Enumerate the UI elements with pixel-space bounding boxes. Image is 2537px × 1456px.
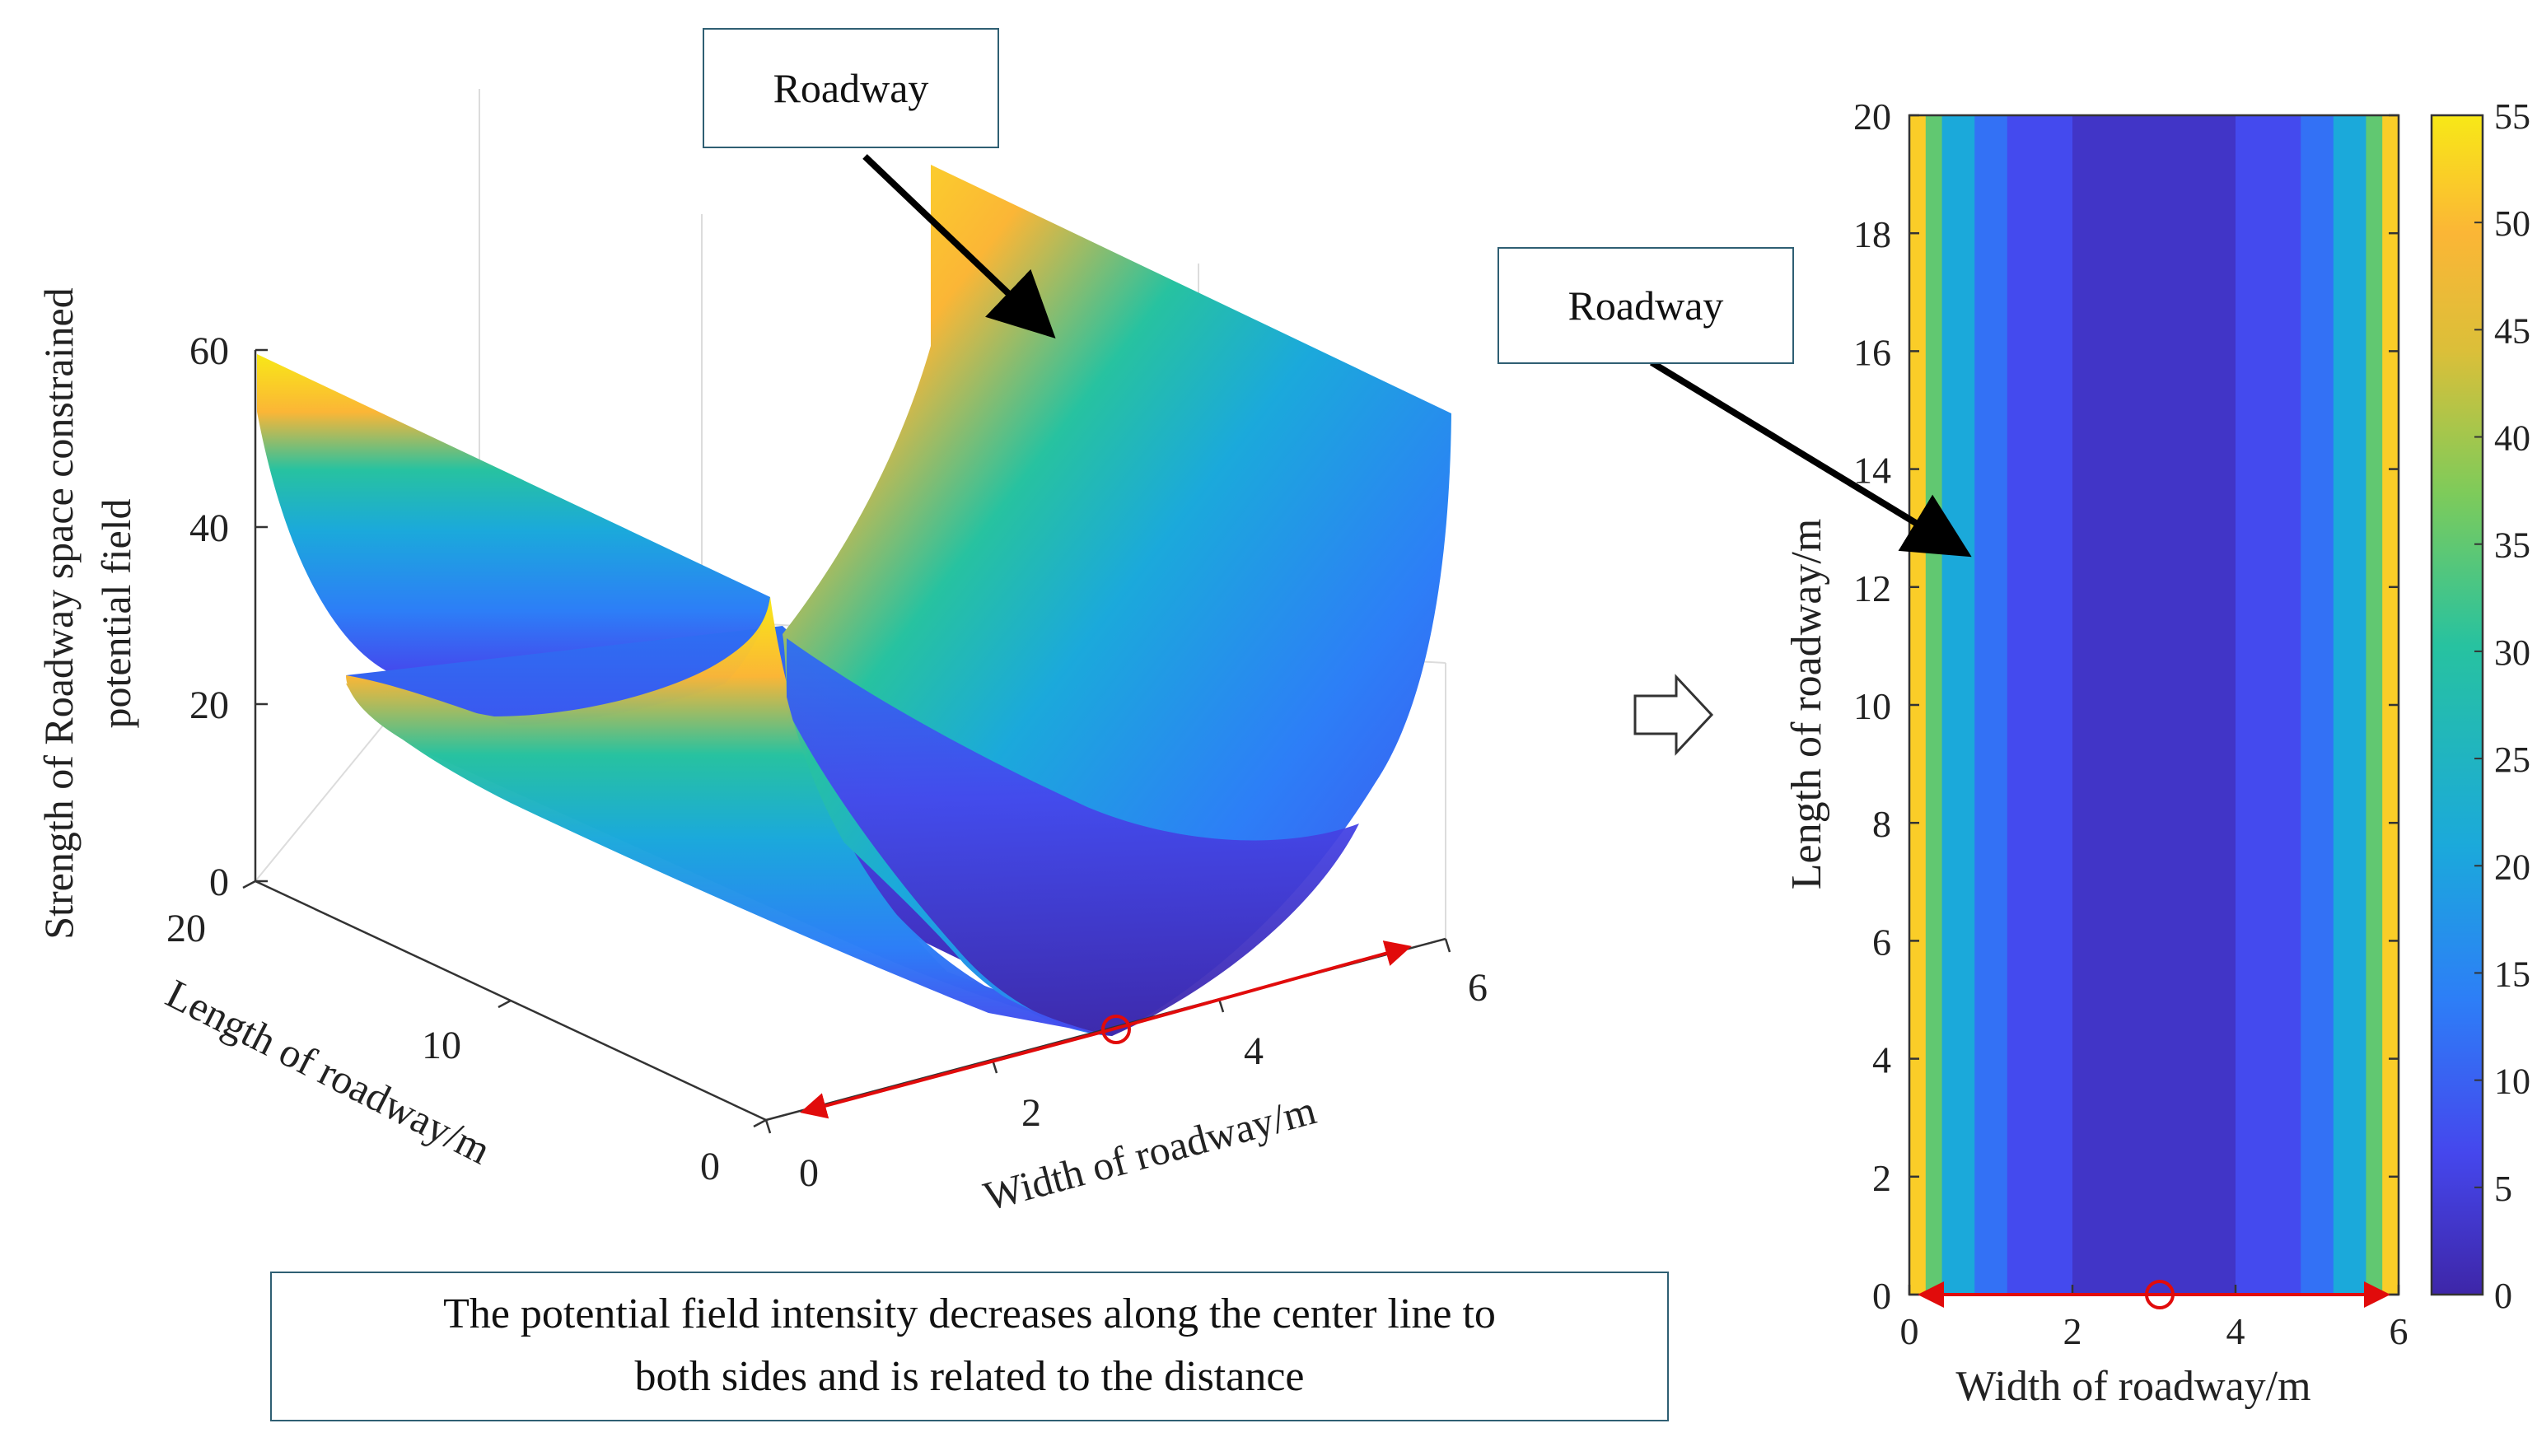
heatmap-x-tick-label: 0 xyxy=(1900,1310,1919,1352)
heatmap-band xyxy=(2007,115,2073,1295)
heatmap-x-tick-label: 4 xyxy=(2226,1310,2245,1352)
heatmap-center-marker xyxy=(2145,1280,2175,1309)
heatmap-band xyxy=(2072,115,2236,1295)
surface-left-wall xyxy=(257,354,770,675)
heatmap-plot: 0 2 4 6 8 10 12 14 16 18 20 0 2 4 6 Length of roadway… xyxy=(1649,96,2530,1410)
z-tick-label: 40 xyxy=(189,506,229,550)
caption-note: The potential field intensity decreases … xyxy=(270,1272,1669,1421)
y-tick-label: 20 xyxy=(166,907,206,950)
surface-plot: 60 40 20 0 Strength of Roadway space con… xyxy=(35,89,1488,1220)
x-tick-label: 2 xyxy=(1021,1091,1041,1135)
colorbar-tick-label: 55 xyxy=(2494,96,2530,137)
heatmap-band xyxy=(2333,115,2366,1295)
heatmap-y-tick-label: 20 xyxy=(1853,96,1891,138)
heatmap-y-tick-label: 2 xyxy=(1872,1157,1891,1199)
colorbar-tick-label: 10 xyxy=(2494,1062,2530,1102)
heatmap-y-tick-label: 4 xyxy=(1872,1039,1891,1081)
heatmap-y-tick-label: 6 xyxy=(1872,921,1891,963)
heatmap-y-tick-label: 18 xyxy=(1853,213,1891,255)
z-axis-label: Strength of Roadway space constrained xyxy=(35,287,82,939)
x-tick-label: 0 xyxy=(799,1151,819,1195)
heatmap-band xyxy=(2236,115,2301,1295)
colorbar-tick-label: 0 xyxy=(2494,1276,2512,1316)
y-axis-label: Length of roadway/m xyxy=(159,970,498,1174)
colorbar-tick-label: 5 xyxy=(2494,1169,2512,1209)
heatmap-y-axis-label: Length of roadway/m xyxy=(1783,519,1830,890)
caption-line-2: both sides and is related to the distanc… xyxy=(634,1353,1305,1400)
heatmap-x-axis-label: Width of roadway/m xyxy=(1955,1363,2310,1410)
colorbar-tick-label: 20 xyxy=(2494,847,2530,887)
colorbar-tick-label: 30 xyxy=(2494,632,2530,673)
z-tick-label: 0 xyxy=(209,861,229,904)
surface-deep-trough xyxy=(787,638,1359,1036)
colorbar xyxy=(2430,114,2484,1296)
surface-left-front xyxy=(346,597,1112,1036)
z-tick-label: 20 xyxy=(189,684,229,727)
roadway-callout-3d: Roadway xyxy=(703,28,999,148)
heatmap-x-tick-label: 6 xyxy=(2390,1310,2409,1352)
heatmap-band xyxy=(2366,115,2383,1295)
heatmap-y-tick-label: 8 xyxy=(1872,803,1891,845)
heatmap-band xyxy=(1941,115,1975,1295)
y-tick-label: 10 xyxy=(422,1024,461,1067)
colorbar-tick-label: 35 xyxy=(2494,525,2530,566)
caption-line-1: The potential field intensity decreases … xyxy=(443,1290,1496,1337)
colorbar-tick-label: 25 xyxy=(2494,740,2530,780)
heatmap-y-tick-label: 10 xyxy=(1853,685,1891,727)
y-axis-ticks xyxy=(242,880,767,1128)
x-tick-label: 6 xyxy=(1468,966,1488,1010)
y-tick-label: 0 xyxy=(700,1145,720,1188)
heatmap-y-tick-label: 16 xyxy=(1853,331,1891,373)
z-axis: 60 40 20 0 Strength of Roadway space con… xyxy=(35,287,268,940)
roadway-callout-heatmap: Roadway xyxy=(1497,247,1794,364)
x-tick-label: 4 xyxy=(1244,1029,1264,1073)
width-arrow-right xyxy=(1111,940,1412,1031)
colorbar-tick-label: 45 xyxy=(2494,310,2530,351)
width-arrow-left xyxy=(800,1028,1113,1119)
heatmap-band xyxy=(1974,115,2008,1295)
heatmap-x-tick-label: 2 xyxy=(2063,1310,2082,1352)
heatmap-y-tick-label: 12 xyxy=(1853,567,1891,609)
colorbar-ticks: 0 5 10 15 20 25 30 35 40 45 50 55 xyxy=(2474,96,2530,1316)
callout-arrow-heatmap xyxy=(1649,359,1972,558)
z-axis-label: potential field xyxy=(93,498,139,728)
heatmap-band xyxy=(1925,115,1943,1295)
colorbar-tick-label: 50 xyxy=(2494,203,2530,244)
colorbar-tick-label: 15 xyxy=(2494,954,2530,994)
callout-arrow-3d xyxy=(862,154,1056,339)
heatmap-bands xyxy=(1909,115,2399,1295)
transition-arrow-icon xyxy=(1633,674,1714,756)
heatmap-y-ticks: 0 2 4 6 8 10 12 14 16 18 20 xyxy=(1853,96,2399,1317)
heatmap-band xyxy=(2301,115,2334,1295)
colorbar-tick-label: 40 xyxy=(2494,418,2530,459)
z-tick-label: 60 xyxy=(189,329,229,373)
heatmap-y-tick-label: 0 xyxy=(1872,1275,1891,1317)
heatmap-x-ticks: 0 2 4 6 xyxy=(1900,1285,2409,1352)
center-marker xyxy=(1101,1015,1131,1044)
heatmap-y-tick-label: 14 xyxy=(1853,450,1891,492)
